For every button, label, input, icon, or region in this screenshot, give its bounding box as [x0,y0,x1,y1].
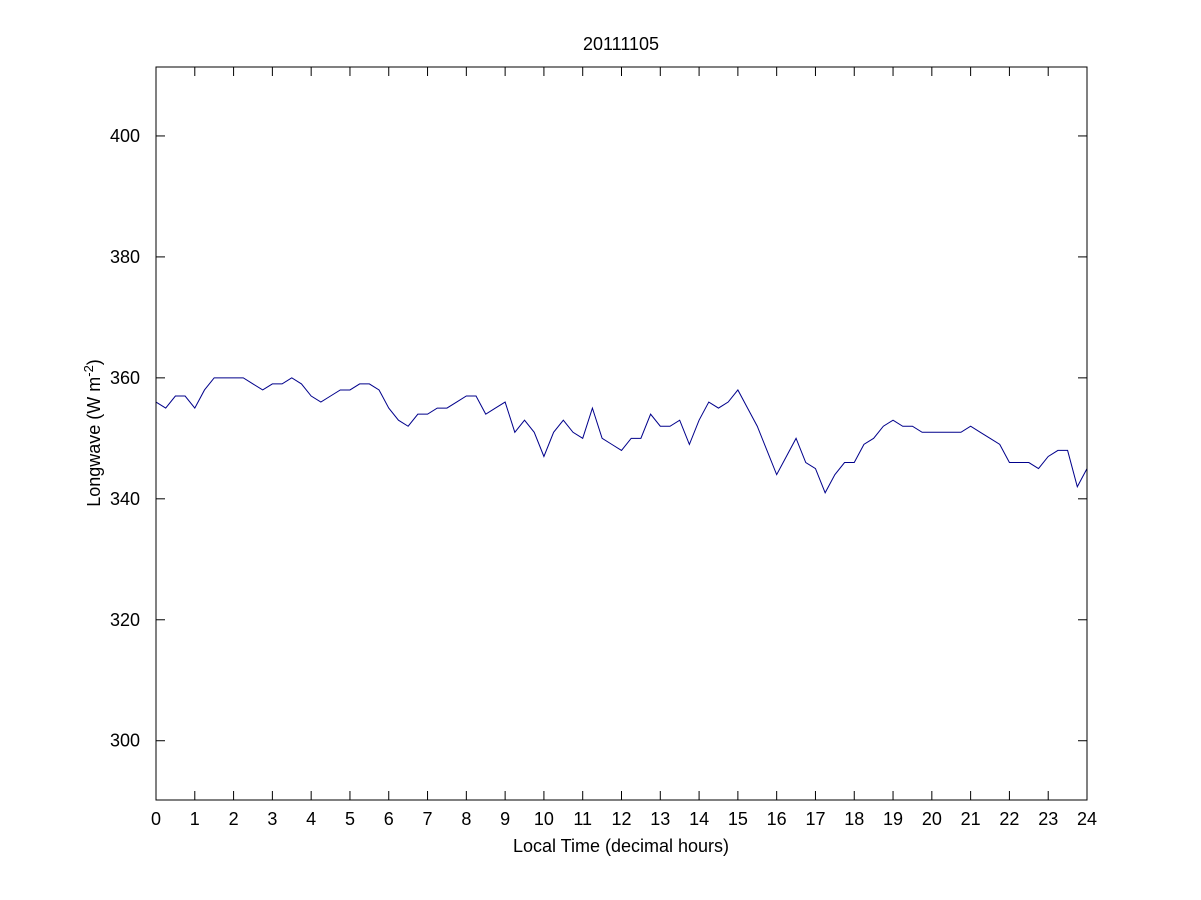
x-tick-label: 17 [805,809,825,829]
x-axis-label: Local Time (decimal hours) [513,836,729,856]
y-tick-label: 360 [110,368,140,388]
y-tick-label: 400 [110,126,140,146]
x-tick-label: 4 [306,809,316,829]
y-axis-label: Longwave (W m-2) [81,359,104,507]
y-tick-label: 380 [110,247,140,267]
x-tick-label: 16 [767,809,787,829]
y-label-superscript: -2 [81,365,96,377]
data-line [155,377,1088,494]
y-label-text: Longwave (W m [84,377,104,507]
y-label-suffix: ) [84,359,104,365]
x-tick-label: 6 [384,809,394,829]
x-tick-label: 10 [534,809,554,829]
x-tick-label: 5 [345,809,355,829]
x-tick-label: 24 [1077,809,1097,829]
x-tick-label: 1 [190,809,200,829]
x-tick-label: 12 [611,809,631,829]
x-tick-label: 13 [650,809,670,829]
x-tick-label: 23 [1038,809,1058,829]
plot-frame [155,66,1088,801]
x-tick-label: 20 [922,809,942,829]
x-tick-label: 19 [883,809,903,829]
x-tick-label: 15 [728,809,748,829]
y-tick-label: 320 [110,610,140,630]
chart-title: 20111105 [583,34,659,54]
x-tick-label: 2 [229,809,239,829]
x-tick-label: 22 [999,809,1019,829]
x-tick-label: 3 [267,809,277,829]
x-tick-label: 0 [151,809,161,829]
y-tick-label: 300 [110,731,140,751]
x-tick-label: 21 [961,809,981,829]
x-tick-label: 14 [689,809,709,829]
x-tick-label: 18 [844,809,864,829]
x-tick-label: 8 [461,809,471,829]
x-tick-label: 7 [423,809,433,829]
x-tick-label: 11 [573,809,592,829]
y-tick-label: 340 [110,489,140,509]
x-tick-label: 9 [500,809,510,829]
